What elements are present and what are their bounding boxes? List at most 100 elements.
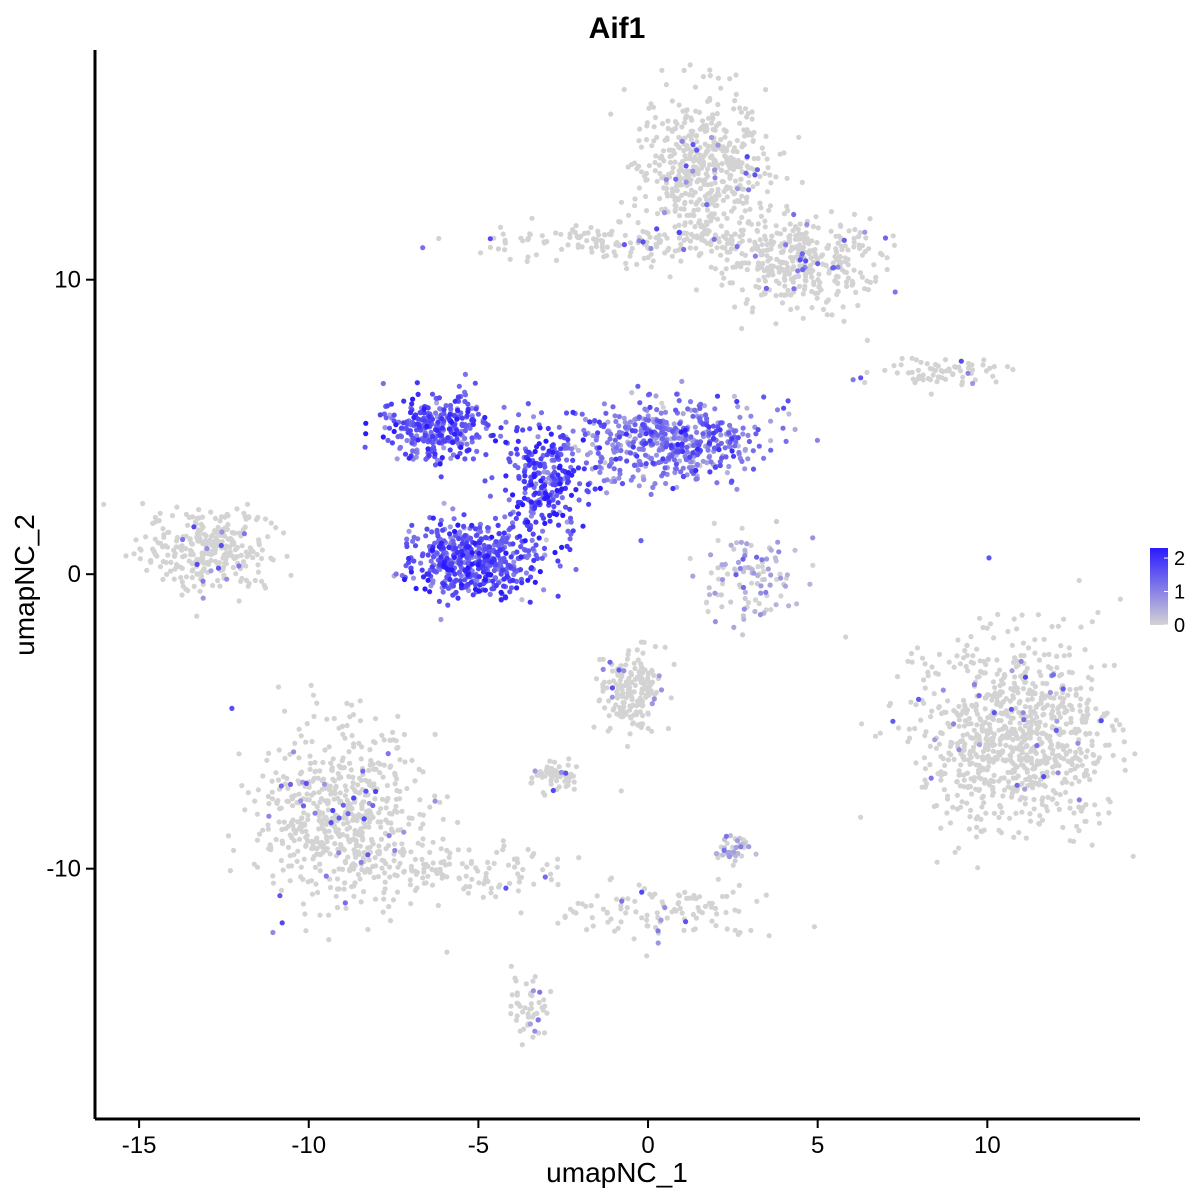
data-point <box>688 137 695 143</box>
data-point <box>736 198 742 204</box>
data-point <box>704 202 710 208</box>
data-point <box>1102 663 1108 669</box>
data-point <box>764 556 770 562</box>
data-point <box>809 305 815 311</box>
data-point <box>341 821 347 827</box>
data-point <box>335 771 341 777</box>
data-point <box>630 720 637 726</box>
data-point <box>732 231 738 237</box>
data-point <box>464 441 470 447</box>
data-point <box>752 172 758 178</box>
data-point <box>768 418 774 424</box>
data-point <box>282 781 288 787</box>
data-point <box>542 464 548 470</box>
data-point <box>738 844 744 850</box>
data-point <box>1050 672 1056 678</box>
data-point <box>179 579 185 585</box>
data-point <box>554 864 560 870</box>
data-point <box>581 466 587 472</box>
data-point <box>706 585 712 591</box>
data-point <box>652 481 658 487</box>
data-point <box>216 560 222 566</box>
data-point <box>636 414 642 420</box>
data-point <box>231 539 237 546</box>
data-point <box>761 394 767 400</box>
data-point <box>1060 729 1066 735</box>
data-point <box>330 756 336 762</box>
data-point <box>552 482 558 488</box>
data-point <box>658 238 664 244</box>
data-point <box>631 660 637 666</box>
data-point <box>782 583 789 589</box>
data-point <box>338 774 344 781</box>
data-point <box>331 715 337 722</box>
data-point <box>474 432 480 438</box>
data-point <box>432 540 438 546</box>
data-point <box>649 894 655 900</box>
data-point <box>621 683 628 689</box>
data-point <box>626 212 632 218</box>
data-point <box>1001 787 1008 793</box>
data-point <box>194 556 200 562</box>
data-point <box>697 152 704 158</box>
data-point <box>265 826 271 832</box>
data-point <box>410 575 417 581</box>
data-point <box>1117 596 1123 602</box>
data-point <box>1055 744 1061 750</box>
data-point <box>562 778 568 784</box>
data-point <box>1039 801 1045 808</box>
data-point <box>718 432 724 438</box>
data-point <box>160 526 166 532</box>
data-point <box>731 546 737 552</box>
data-point <box>279 826 285 833</box>
data-point <box>312 864 319 871</box>
data-point <box>341 886 347 892</box>
data-point <box>791 286 797 292</box>
data-point <box>638 462 644 468</box>
data-point <box>1026 729 1032 735</box>
data-point <box>386 904 392 910</box>
data-point <box>510 524 516 530</box>
data-point <box>640 239 646 245</box>
data-point <box>561 442 567 448</box>
data-point <box>526 548 532 554</box>
data-point <box>667 153 673 160</box>
data-point <box>1021 731 1027 737</box>
data-point <box>989 697 995 703</box>
data-point <box>663 444 669 450</box>
data-point <box>935 374 942 380</box>
data-point <box>800 267 806 273</box>
data-point <box>365 852 371 858</box>
data-point <box>727 140 733 146</box>
data-point <box>661 470 667 476</box>
data-point <box>532 974 538 980</box>
data-point <box>422 432 428 439</box>
data-point <box>679 138 685 144</box>
data-point <box>183 511 189 517</box>
data-point <box>1020 710 1026 716</box>
data-point <box>361 816 367 822</box>
data-point <box>1009 726 1015 732</box>
data-point <box>737 929 743 936</box>
data-point <box>1045 794 1051 800</box>
data-point <box>410 448 416 454</box>
data-point <box>1065 758 1071 764</box>
data-point <box>628 672 635 678</box>
data-point <box>737 233 743 239</box>
data-point <box>1039 691 1045 697</box>
data-point <box>672 208 678 214</box>
data-point <box>898 362 904 368</box>
data-point <box>169 513 176 519</box>
data-point <box>345 811 351 817</box>
data-point <box>776 549 782 555</box>
data-point <box>565 441 571 447</box>
data-point <box>1008 715 1014 721</box>
data-point <box>408 565 414 571</box>
data-point <box>386 833 392 839</box>
data-point <box>495 543 501 549</box>
data-point <box>308 839 314 845</box>
data-point <box>661 210 668 216</box>
data-point <box>710 423 717 429</box>
data-point <box>217 518 223 524</box>
data-point <box>447 850 453 856</box>
